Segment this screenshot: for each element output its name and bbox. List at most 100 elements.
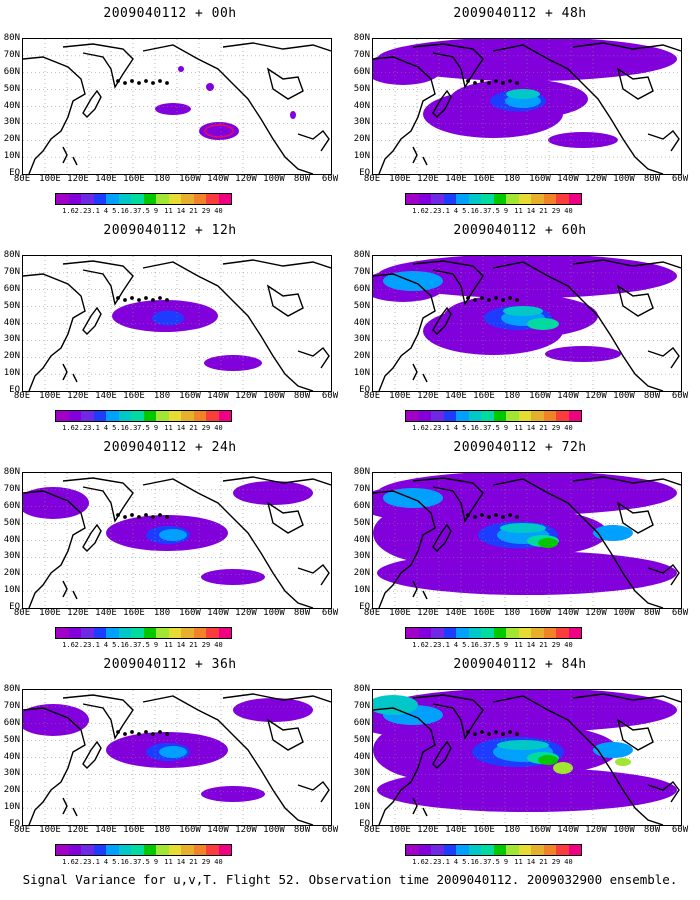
colorbar-swatch [156, 411, 169, 421]
colorbar-label: 4 [103, 207, 109, 215]
longitude-label: 120E [67, 825, 89, 835]
colorbar-swatch [93, 845, 106, 855]
colorbar-label: 29 [201, 207, 211, 215]
longitude-label: 80E [363, 174, 381, 184]
coastline [373, 693, 681, 825]
colorbar-swatch [68, 628, 81, 638]
longitude-label: 160E [473, 608, 495, 618]
colorbar-swatch [443, 845, 456, 855]
longitude-label: 60W [671, 391, 689, 401]
colorbar-label: 6.3 [474, 858, 488, 866]
longitude-label: 80W [643, 391, 661, 401]
longitude-label: 60W [321, 608, 339, 618]
longitude-label: 140W [207, 391, 229, 401]
variance-region [538, 755, 558, 765]
colorbar-label: 2.2 [74, 858, 88, 866]
longitude-label: 120E [417, 608, 439, 618]
colorbar-label: 29 [551, 424, 561, 432]
longitude-label: 120W [235, 608, 257, 618]
variance-region [178, 66, 184, 72]
longitude-label: 120E [67, 608, 89, 618]
colorbar-swatch [556, 845, 569, 855]
variance-region [548, 132, 618, 148]
longitude-label: 120W [585, 608, 607, 618]
colorbar-label: 11 [514, 424, 523, 432]
variance-region [373, 720, 493, 780]
colorbar-swatch [568, 628, 581, 638]
colorbar-label: 2.2 [74, 424, 88, 432]
variance-field [112, 300, 262, 371]
map-area [372, 472, 682, 609]
colorbar-swatch [556, 411, 569, 421]
variance-region [23, 704, 89, 736]
latitude-label: 40N [353, 100, 370, 111]
colorbar-swatch [456, 845, 469, 855]
colorbar-swatch [518, 845, 531, 855]
coastline [23, 259, 331, 391]
colorbar-label: 3.1 [437, 641, 450, 649]
latitude-label: 10N [3, 151, 20, 162]
longitude-label: 140W [207, 825, 229, 835]
colorbar-label: 1.6 [62, 641, 75, 649]
map-panel: 2009040112 + 60h 80N 70N 60N 50N 40N 30N 20N 10N… [350, 217, 690, 437]
colorbar-label: 4 [103, 424, 109, 432]
colorbar-label: 9 [153, 424, 159, 432]
longitude-label: 60W [671, 174, 689, 184]
latitude-label: EQ [359, 819, 370, 829]
colorbar-swatch [418, 194, 431, 204]
colorbar-swatch [193, 628, 206, 638]
colorbar-swatch [118, 411, 131, 421]
colorbar-label: 5.1 [462, 641, 475, 649]
colorbar-swatch [56, 628, 69, 638]
longitude-label: 120W [235, 174, 257, 184]
latitude-label: 60N [3, 717, 20, 728]
colorbar-label: 21 [189, 858, 198, 866]
latitude-label: 10N [353, 802, 370, 813]
latitude-label: 70N [353, 700, 370, 711]
colorbar-label: 14 [526, 858, 536, 866]
latitude-label: 80N [3, 33, 20, 43]
latitude-label: 30N [3, 117, 20, 128]
colorbar-swatch [118, 845, 131, 855]
colorbar-label: 40 [564, 641, 573, 649]
longitude-label: 160E [473, 174, 495, 184]
longitude-label: 100W [613, 608, 635, 618]
colorbar-label: 9 [503, 641, 509, 649]
colorbar-label: 14 [526, 424, 536, 432]
coastline [23, 42, 331, 174]
latitude-label: 40N [3, 751, 20, 762]
graticule [23, 473, 331, 608]
latitude-label: 20N [353, 134, 370, 145]
colorbar-label: 40 [564, 207, 573, 215]
colorbar-label: 6.3 [124, 641, 138, 649]
latitude-label: 10N [3, 585, 20, 596]
colorbar-swatch [493, 628, 506, 638]
colorbar-swatch [131, 628, 144, 638]
longitude-label: 80W [643, 608, 661, 618]
colorbar-label: 7.5 [137, 641, 150, 649]
latitude-label: 10N [3, 368, 20, 379]
coastline [23, 693, 331, 825]
variance-region [497, 740, 549, 750]
colorbar-swatch [168, 411, 181, 421]
colorbar-label: 11 [514, 641, 523, 649]
colorbar-label: 21 [539, 424, 548, 432]
colorbar-swatch [506, 628, 519, 638]
colorbar-swatch [568, 194, 581, 204]
map-area [22, 255, 332, 392]
colorbar-label: 1.6 [412, 207, 425, 215]
map-panel: 2009040112 + 12h 80N 70N 60N 50N 40N 30N 20N 10N… [0, 217, 340, 437]
variance-field [373, 473, 677, 595]
latitude-label: 30N [3, 334, 20, 345]
colorbar-swatch [206, 628, 219, 638]
variance-region [506, 89, 540, 99]
coastline [23, 476, 331, 608]
colorbar-label: 6.3 [474, 207, 488, 215]
longitude-label: 180 [153, 174, 171, 184]
latitude-label: EQ [9, 602, 20, 612]
colorbar-swatch [518, 411, 531, 421]
longitude-label: 140E [445, 174, 467, 184]
latitude-label: EQ [359, 168, 370, 178]
colorbar-label: 14 [176, 424, 186, 432]
variance-region [233, 698, 313, 722]
